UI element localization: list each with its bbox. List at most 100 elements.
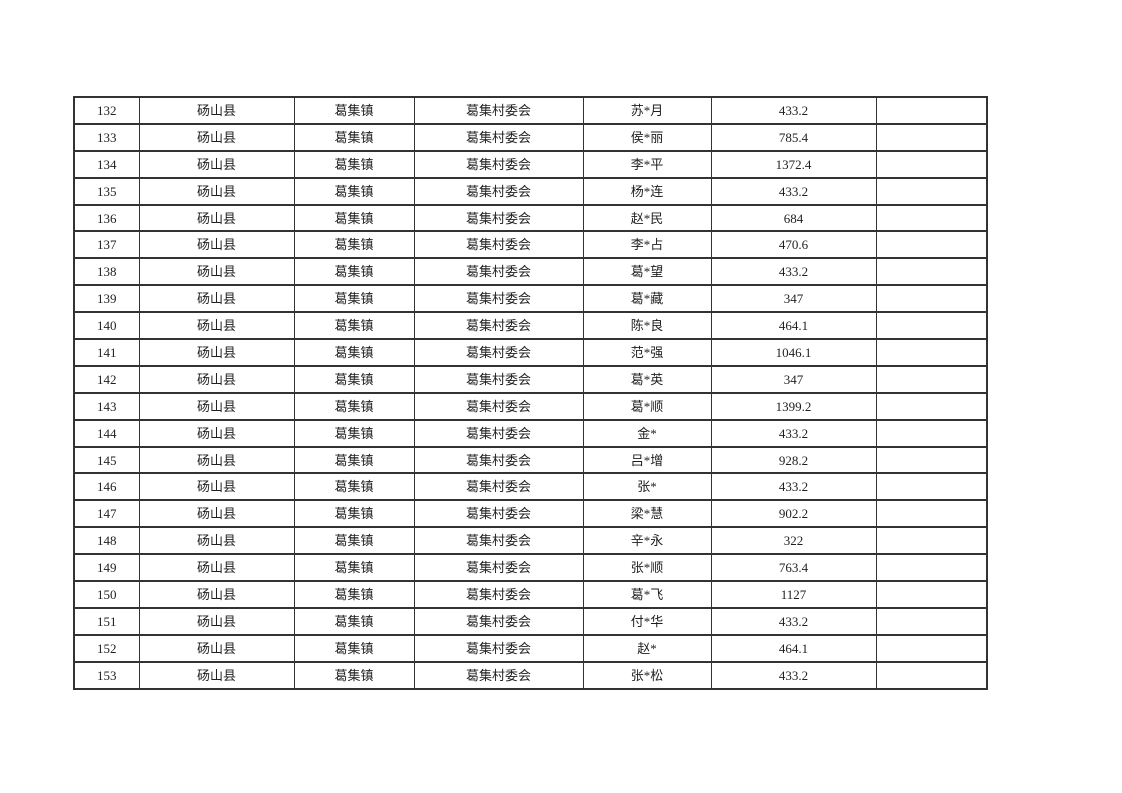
cell-amount: 1046.1 xyxy=(710,338,877,367)
cell-empty xyxy=(875,633,988,663)
cell-row-number: 151 xyxy=(73,606,140,636)
cell-empty xyxy=(875,96,988,125)
cell-town: 葛集镇 xyxy=(293,257,415,287)
cell-town: 葛集镇 xyxy=(293,176,415,206)
cell-name: 陈*良 xyxy=(582,311,712,341)
cell-town: 葛集镇 xyxy=(293,96,415,125)
table-row: 137 砀山县 葛集镇 葛集村委会 李*占 470.6 xyxy=(73,230,988,260)
cell-empty xyxy=(875,580,988,609)
cell-town: 葛集镇 xyxy=(293,338,415,367)
table-row: 143 砀山县 葛集镇 葛集村委会 葛*顺 1399.2 xyxy=(73,391,988,421)
cell-village: 葛集村委会 xyxy=(413,338,584,367)
table-row: 141 砀山县 葛集镇 葛集村委会 范*强 1046.1 xyxy=(73,338,988,367)
cell-county: 砀山县 xyxy=(138,472,295,502)
data-table: 132 砀山县 葛集镇 葛集村委会 苏*月 433.2 133 砀山县 葛集镇 葛集村委会 侯*丽 7… xyxy=(73,96,988,690)
cell-village: 葛集村委会 xyxy=(413,526,584,556)
cell-name: 付*华 xyxy=(582,606,712,636)
cell-village: 葛集村委会 xyxy=(413,606,584,636)
cell-village: 葛集村委会 xyxy=(413,445,584,475)
cell-row-number: 149 xyxy=(73,553,140,583)
cell-empty xyxy=(875,203,988,233)
table-row: 148 砀山县 葛集镇 葛集村委会 辛*永 322 xyxy=(73,526,988,556)
cell-town: 葛集镇 xyxy=(293,660,415,690)
cell-name: 李*平 xyxy=(582,149,712,179)
cell-empty xyxy=(875,149,988,179)
cell-town: 葛集镇 xyxy=(293,122,415,152)
cell-name: 葛*藏 xyxy=(582,284,712,314)
cell-amount: 928.2 xyxy=(710,445,877,475)
cell-county: 砀山县 xyxy=(138,580,295,609)
cell-town: 葛集镇 xyxy=(293,284,415,314)
cell-row-number: 143 xyxy=(73,391,140,421)
cell-row-number: 136 xyxy=(73,203,140,233)
cell-row-number: 144 xyxy=(73,418,140,448)
cell-village: 葛集村委会 xyxy=(413,553,584,583)
cell-empty xyxy=(875,364,988,394)
cell-empty xyxy=(875,391,988,421)
cell-town: 葛集镇 xyxy=(293,364,415,394)
cell-town: 葛集镇 xyxy=(293,311,415,341)
cell-village: 葛集村委会 xyxy=(413,364,584,394)
cell-row-number: 141 xyxy=(73,338,140,367)
table-row: 142 砀山县 葛集镇 葛集村委会 葛*英 347 xyxy=(73,364,988,394)
cell-county: 砀山县 xyxy=(138,311,295,341)
cell-name: 张*松 xyxy=(582,660,712,690)
cell-town: 葛集镇 xyxy=(293,526,415,556)
cell-amount: 433.2 xyxy=(710,606,877,636)
cell-amount: 322 xyxy=(710,526,877,556)
cell-amount: 470.6 xyxy=(710,230,877,260)
cell-village: 葛集村委会 xyxy=(413,311,584,341)
cell-town: 葛集镇 xyxy=(293,149,415,179)
cell-village: 葛集村委会 xyxy=(413,257,584,287)
table-row: 135 砀山县 葛集镇 葛集村委会 杨*连 433.2 xyxy=(73,176,988,206)
cell-row-number: 146 xyxy=(73,472,140,502)
cell-name: 吕*增 xyxy=(582,445,712,475)
table-row: 134 砀山县 葛集镇 葛集村委会 李*平 1372.4 xyxy=(73,149,988,179)
cell-empty xyxy=(875,660,988,690)
cell-amount: 464.1 xyxy=(710,633,877,663)
cell-amount: 347 xyxy=(710,284,877,314)
cell-row-number: 152 xyxy=(73,633,140,663)
cell-row-number: 132 xyxy=(73,96,140,125)
cell-village: 葛集村委会 xyxy=(413,391,584,421)
cell-row-number: 138 xyxy=(73,257,140,287)
cell-county: 砀山县 xyxy=(138,257,295,287)
cell-empty xyxy=(875,176,988,206)
cell-name: 范*强 xyxy=(582,338,712,367)
cell-county: 砀山县 xyxy=(138,499,295,529)
cell-village: 葛集村委会 xyxy=(413,122,584,152)
cell-village: 葛集村委会 xyxy=(413,660,584,690)
cell-amount: 433.2 xyxy=(710,660,877,690)
cell-village: 葛集村委会 xyxy=(413,472,584,502)
cell-amount: 1127 xyxy=(710,580,877,609)
cell-town: 葛集镇 xyxy=(293,418,415,448)
cell-town: 葛集镇 xyxy=(293,606,415,636)
table-row: 133 砀山县 葛集镇 葛集村委会 侯*丽 785.4 xyxy=(73,122,988,152)
cell-name: 赵*民 xyxy=(582,203,712,233)
cell-amount: 433.2 xyxy=(710,418,877,448)
cell-amount: 464.1 xyxy=(710,311,877,341)
table-row: 152 砀山县 葛集镇 葛集村委会 赵* 464.1 xyxy=(73,633,988,663)
cell-town: 葛集镇 xyxy=(293,230,415,260)
cell-name: 张*顺 xyxy=(582,553,712,583)
cell-town: 葛集镇 xyxy=(293,553,415,583)
cell-row-number: 134 xyxy=(73,149,140,179)
cell-empty xyxy=(875,606,988,636)
cell-county: 砀山县 xyxy=(138,418,295,448)
cell-name: 辛*永 xyxy=(582,526,712,556)
table-row: 139 砀山县 葛集镇 葛集村委会 葛*藏 347 xyxy=(73,284,988,314)
cell-village: 葛集村委会 xyxy=(413,203,584,233)
table-row: 149 砀山县 葛集镇 葛集村委会 张*顺 763.4 xyxy=(73,553,988,583)
cell-name: 张* xyxy=(582,472,712,502)
cell-amount: 902.2 xyxy=(710,499,877,529)
cell-county: 砀山县 xyxy=(138,364,295,394)
cell-county: 砀山县 xyxy=(138,633,295,663)
table-row: 144 砀山县 葛集镇 葛集村委会 金* 433.2 xyxy=(73,418,988,448)
cell-row-number: 147 xyxy=(73,499,140,529)
cell-amount: 1372.4 xyxy=(710,149,877,179)
cell-amount: 433.2 xyxy=(710,96,877,125)
cell-amount: 684 xyxy=(710,203,877,233)
cell-row-number: 150 xyxy=(73,580,140,609)
cell-county: 砀山县 xyxy=(138,338,295,367)
cell-name: 金* xyxy=(582,418,712,448)
